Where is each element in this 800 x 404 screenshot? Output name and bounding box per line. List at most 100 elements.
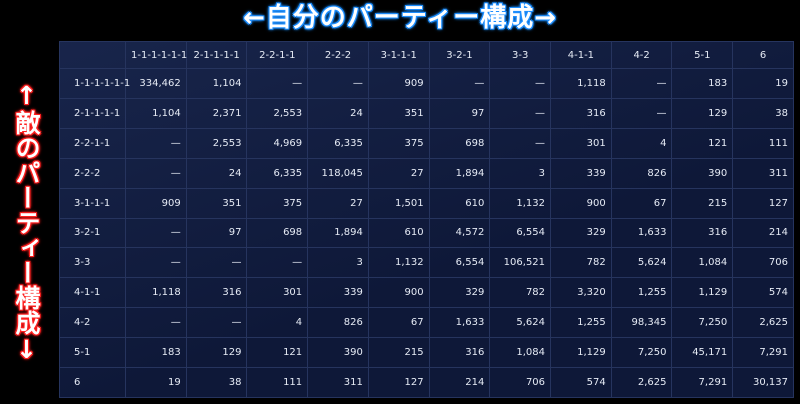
row-header: 2-2-1-1 [59, 127, 126, 159]
table-row: 5-1 183 129 121 390 215 316 1,084 1,129 7,250 45,1… [59, 337, 794, 369]
table-cell: 351 [185, 187, 248, 219]
row-header: 2-2-2 [59, 157, 126, 189]
matchup-table: 1-1-1-1-1-1 2-1-1-1-1 2-2-1-1 2-2-2 3-1-1-1 3… [59, 41, 794, 398]
table-cell: — [307, 68, 369, 99]
row-header: 4-2 [59, 307, 126, 339]
table-cell: 1,132 [489, 187, 552, 219]
table-cell: 215 [367, 337, 430, 369]
table-cell: 127 [732, 187, 794, 219]
table-cell: 301 [246, 277, 309, 309]
table-cell: 24 [307, 97, 369, 129]
table-cell: 19 [732, 68, 794, 99]
table-cell: — [125, 307, 187, 339]
table-cell: 2,371 [185, 97, 248, 129]
table-row: 4-2— —4 826 67 1,633 5,624 1,255 98,345 7,250 2,6… [59, 307, 794, 339]
table-cell: 118,045 [307, 157, 369, 189]
table-cell: 67 [367, 307, 430, 339]
table-cell: 339 [307, 277, 369, 309]
table-cell: 1,104 [185, 68, 248, 99]
table-cell: — [610, 97, 673, 129]
table-cell: 1,255 [610, 277, 673, 309]
table-corner-cell [59, 41, 126, 69]
column-header: 4-2 [610, 41, 673, 69]
row-header: 4-1-1 [59, 277, 126, 309]
table-cell: 1,118 [550, 68, 612, 99]
table-cell: 1,501 [367, 187, 430, 219]
table-cell: 610 [367, 217, 430, 249]
table-cell: 5,624 [610, 247, 673, 279]
table-cell: 1,633 [428, 307, 491, 339]
table-cell: — [246, 68, 309, 99]
table-row: 2-1-1-1-1 1,104 2,371 2,553 24 351 97—316—129 3… [59, 97, 794, 129]
table-row: 2-2-1-1—2,553 4,969 6,335 375 698—301 4 121 111 [59, 127, 794, 159]
table-cell: 375 [246, 187, 309, 219]
table-cell: 351 [367, 97, 430, 129]
table-cell: — [489, 97, 552, 129]
table-row: 1-1-1-1-1-1 334,462 1,104— —909— —1,118—183 1… [59, 68, 794, 99]
table-cell: 1,633 [610, 217, 673, 249]
column-header: 4-1-1 [550, 41, 612, 69]
column-header: 3-3 [489, 41, 552, 69]
row-header: 3-1-1-1 [59, 187, 126, 219]
column-header: 6 [732, 41, 794, 69]
table-row: 3-1-1-1 909 351 375 27 1,501 610 1,132 900 67 215 1… [59, 187, 794, 219]
table-cell: 214 [428, 367, 491, 398]
table-cell: 3 [489, 157, 552, 189]
table-row: 4-1-1 1,118 316 301 339 900 329 782 3,320 1,255 1,… [59, 277, 794, 309]
table-cell: 2,553 [246, 97, 309, 129]
table-cell: 909 [125, 187, 187, 219]
table-cell: 311 [307, 367, 369, 398]
table-cell: — [428, 68, 491, 99]
table-cell: 390 [307, 337, 369, 369]
column-header: 3-1-1-1 [367, 41, 430, 69]
table-cell: 782 [550, 247, 612, 279]
enemy-party-composition-title: ↑敵のパーティー構成↓ [0, 44, 52, 400]
table-cell: 1,118 [125, 277, 187, 309]
table-cell: 316 [185, 277, 248, 309]
table-cell: 698 [428, 127, 491, 159]
table-cell: 97 [185, 217, 248, 249]
table-cell: 1,255 [550, 307, 612, 339]
table-cell: 7,291 [732, 337, 794, 369]
table-cell: 1,894 [428, 157, 491, 189]
table-cell: 4 [610, 127, 673, 159]
table-cell: 1,132 [367, 247, 430, 279]
enemy-party-composition-label: ↑敵のパーティー構成↓ [12, 80, 41, 364]
column-header: 2-2-2 [307, 41, 369, 69]
table-cell: 1,894 [307, 217, 369, 249]
table-cell: — [489, 127, 552, 159]
table-row: 2-2-2—24 6,335 118,045 27 1,894 3 339 826 390 311 [59, 157, 794, 189]
table-cell: — [125, 247, 187, 279]
table-cell: 38 [185, 367, 248, 398]
table-cell: 3 [307, 247, 369, 279]
table-cell: 2,625 [732, 307, 794, 339]
table-cell: 574 [732, 277, 794, 309]
table-row: 6 19 38 111 311 127 214 706 574 2,625 7,291 30,137 [59, 367, 794, 398]
row-header: 1-1-1-1-1-1 [59, 68, 130, 99]
table-cell: 316 [671, 217, 734, 249]
table-cell: 1,129 [550, 337, 612, 369]
table-cell: 38 [732, 97, 794, 129]
table-cell: 121 [671, 127, 734, 159]
table-cell: 27 [367, 157, 430, 189]
table-row: 3-3— — —3 1,132 6,554 106,521 782 5,624 1,084 706 [59, 247, 794, 279]
table-cell: 5,624 [489, 307, 552, 339]
table-header-row: 1-1-1-1-1-1 2-1-1-1-1 2-2-1-1 2-2-2 3-1-1-1 3… [59, 41, 794, 69]
table-cell: 183 [671, 68, 734, 99]
table-cell: 2,625 [610, 367, 673, 398]
table-cell: 782 [489, 277, 552, 309]
table-cell: 826 [610, 157, 673, 189]
table-cell: 311 [732, 157, 794, 189]
table-cell: 27 [307, 187, 369, 219]
table-cell: 6,335 [246, 157, 309, 189]
table-cell: 215 [671, 187, 734, 219]
table-cell: 7,250 [610, 337, 673, 369]
table-cell: 610 [428, 187, 491, 219]
table-cell: 127 [367, 367, 430, 398]
table-cell: 6,335 [307, 127, 369, 159]
table-cell: 1,104 [125, 97, 187, 129]
column-header: 1-1-1-1-1-1 [125, 41, 187, 69]
table-cell: — [489, 68, 552, 99]
table-cell: 3,320 [550, 277, 612, 309]
table-cell: 334,462 [125, 68, 187, 99]
